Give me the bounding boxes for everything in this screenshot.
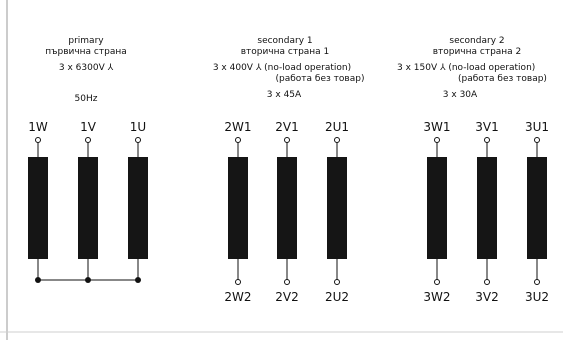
terminal-3w2 — [434, 279, 440, 285]
secondary1-winding-u — [327, 137, 347, 285]
terminal-label-3v1: 3V1 — [475, 120, 498, 134]
coil-3u — [527, 157, 547, 259]
terminal-1w — [35, 137, 41, 143]
coil-3w — [427, 157, 447, 259]
secondary2-voltage: 3 x 150V ⅄ (no-load operation) — [397, 63, 535, 73]
primary-winding-v — [78, 137, 98, 283]
terminal-label-2u1: 2U1 — [325, 120, 349, 134]
terminal-label-2v2: 2V2 — [275, 290, 298, 304]
terminal-2w1 — [235, 137, 241, 143]
terminal-label-3w1: 3W1 — [423, 120, 450, 134]
secondary1-note: (работа без товар) — [276, 74, 365, 84]
terminal-3w1 — [434, 137, 440, 143]
terminal-label-2v1: 2V1 — [275, 120, 298, 134]
terminal-label-3u1: 3U1 — [525, 120, 549, 134]
primary-winding-u — [128, 137, 148, 283]
secondary2-subtitle: вторична страна 2 — [433, 47, 522, 57]
terminal-label-1v: 1V — [80, 120, 97, 134]
terminal-label-1u: 1U — [130, 120, 146, 134]
primary-title: primary — [68, 36, 104, 46]
terminal-label-2w1: 2W1 — [224, 120, 251, 134]
primary-winding-w — [28, 137, 48, 283]
terminal-label-3v2: 3V2 — [475, 290, 498, 304]
terminal-1v — [85, 137, 91, 143]
secondary1-voltage: 3 x 400V ⅄ (no-load operation) — [213, 63, 351, 73]
terminal-2v2 — [284, 279, 290, 285]
primary-subtitle: първична страна — [45, 47, 127, 57]
terminal-label-2u2: 2U2 — [325, 290, 349, 304]
secondary1-title: secondary 1 — [257, 36, 312, 46]
secondary2-title: secondary 2 — [449, 36, 504, 46]
terminal-1u — [135, 137, 141, 143]
secondary2-current: 3 x 30A — [443, 90, 478, 100]
secondary2-note: (работа без товар) — [458, 74, 547, 84]
primary-frequency: 50Hz — [75, 94, 98, 104]
coil-1v — [78, 157, 98, 259]
secondary2-winding-w — [427, 137, 447, 285]
coil-3v — [477, 157, 497, 259]
terminal-2u2 — [334, 279, 340, 285]
terminal-2u1 — [334, 137, 340, 143]
terminal-3v1 — [484, 137, 490, 143]
terminal-2w2 — [235, 279, 241, 285]
secondary1-current: 3 x 45A — [267, 90, 302, 100]
terminal-label-2w2: 2W2 — [224, 290, 251, 304]
terminal-3v2 — [484, 279, 490, 285]
terminal-3u2 — [534, 279, 540, 285]
secondary2-winding-u — [527, 137, 547, 285]
terminal-3u1 — [534, 137, 540, 143]
secondary1-subtitle: вторична страна 1 — [241, 47, 330, 57]
secondary1-winding-v — [277, 137, 297, 285]
secondary2-winding-v — [477, 137, 497, 285]
coil-1w — [28, 157, 48, 259]
terminal-label-1w: 1W — [28, 120, 48, 134]
terminal-2v1 — [284, 137, 290, 143]
coil-2w — [228, 157, 248, 259]
secondary1-winding-w — [228, 137, 248, 285]
primary-voltage: 3 x 6300V ⅄ — [59, 63, 114, 73]
terminal-label-3w2: 3W2 — [423, 290, 450, 304]
coil-2u — [327, 157, 347, 259]
coil-2v — [277, 157, 297, 259]
coil-1u — [128, 157, 148, 259]
terminal-label-3u2: 3U2 — [525, 290, 549, 304]
